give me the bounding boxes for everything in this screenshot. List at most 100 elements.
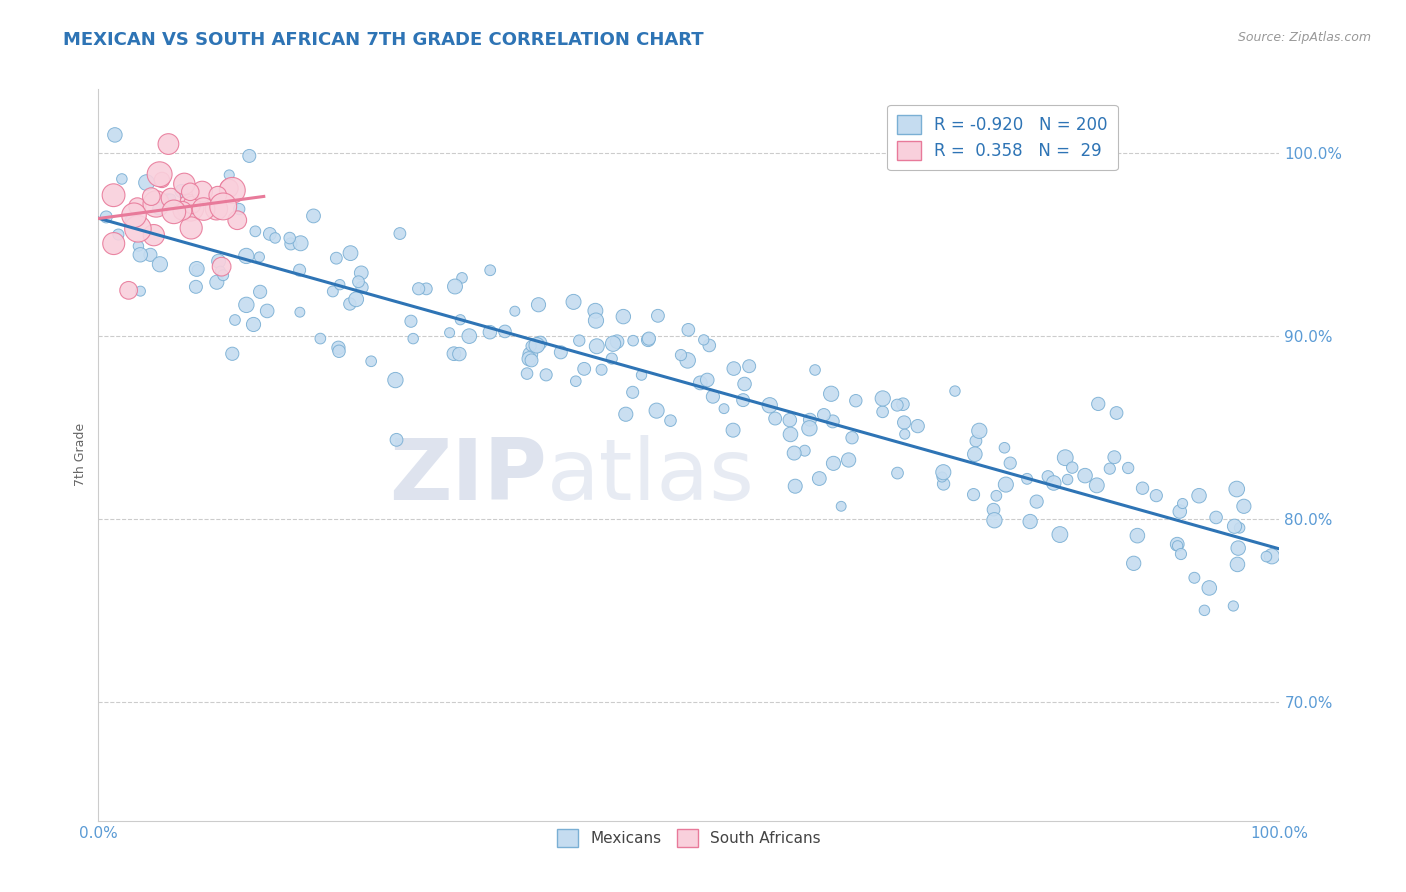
Point bbox=[1227, 541, 1250, 555]
Point bbox=[259, 227, 281, 241]
Point bbox=[659, 414, 682, 428]
Point bbox=[1017, 472, 1039, 486]
Point bbox=[591, 363, 613, 377]
Point bbox=[519, 347, 541, 361]
Point bbox=[388, 227, 411, 241]
Point bbox=[678, 323, 700, 337]
Point bbox=[1132, 481, 1154, 495]
Y-axis label: 7th Grade: 7th Grade bbox=[75, 424, 87, 486]
Point bbox=[278, 231, 301, 245]
Point bbox=[1105, 406, 1128, 420]
Point bbox=[872, 392, 894, 406]
Point bbox=[823, 456, 845, 470]
Point bbox=[280, 236, 302, 251]
Point bbox=[585, 313, 607, 327]
Point bbox=[385, 433, 408, 447]
Point bbox=[994, 477, 1017, 491]
Point bbox=[344, 293, 367, 307]
Point bbox=[713, 401, 735, 416]
Point bbox=[221, 183, 243, 197]
Point bbox=[1167, 539, 1189, 553]
Point bbox=[572, 362, 595, 376]
Point bbox=[1166, 537, 1188, 551]
Point bbox=[779, 427, 801, 442]
Point bbox=[886, 466, 908, 480]
Point bbox=[408, 282, 430, 296]
Point bbox=[998, 456, 1021, 470]
Point bbox=[838, 453, 860, 467]
Point bbox=[758, 398, 780, 412]
Point bbox=[247, 250, 270, 264]
Point bbox=[238, 149, 260, 163]
Point bbox=[478, 325, 501, 339]
Point bbox=[1205, 510, 1227, 524]
Point bbox=[1062, 460, 1084, 475]
Point bbox=[1229, 521, 1251, 535]
Point bbox=[177, 203, 200, 218]
Point bbox=[179, 185, 201, 199]
Point bbox=[721, 423, 744, 437]
Point bbox=[526, 340, 548, 354]
Point bbox=[104, 128, 127, 142]
Point bbox=[458, 329, 481, 343]
Point bbox=[205, 202, 228, 216]
Point bbox=[328, 344, 350, 359]
Point bbox=[845, 393, 868, 408]
Point bbox=[534, 368, 557, 382]
Point bbox=[207, 188, 229, 202]
Point bbox=[565, 374, 588, 388]
Point bbox=[1054, 450, 1077, 465]
Point bbox=[568, 334, 591, 348]
Point bbox=[205, 275, 228, 289]
Point bbox=[121, 213, 143, 227]
Point bbox=[693, 333, 716, 347]
Point bbox=[339, 297, 361, 311]
Point bbox=[1025, 494, 1047, 508]
Point bbox=[186, 263, 208, 277]
Point bbox=[932, 465, 955, 479]
Point bbox=[527, 298, 550, 312]
Point bbox=[328, 341, 350, 355]
Point bbox=[841, 431, 863, 445]
Point bbox=[630, 368, 652, 383]
Point bbox=[309, 332, 332, 346]
Point bbox=[402, 332, 425, 346]
Point bbox=[1122, 557, 1144, 571]
Point bbox=[290, 236, 312, 251]
Point bbox=[965, 434, 987, 448]
Point bbox=[931, 470, 953, 484]
Point bbox=[830, 500, 852, 514]
Point bbox=[696, 373, 718, 387]
Point bbox=[96, 210, 118, 224]
Point bbox=[1261, 549, 1284, 564]
Point bbox=[1233, 500, 1256, 514]
Text: ZIP: ZIP bbox=[389, 435, 547, 518]
Point bbox=[1198, 581, 1220, 595]
Point bbox=[886, 398, 908, 412]
Point bbox=[249, 285, 271, 299]
Point bbox=[172, 203, 194, 218]
Point bbox=[612, 310, 634, 324]
Point bbox=[1085, 478, 1108, 492]
Point bbox=[399, 314, 422, 328]
Point bbox=[350, 280, 373, 294]
Point bbox=[218, 181, 240, 195]
Point bbox=[516, 367, 538, 381]
Text: Source: ZipAtlas.com: Source: ZipAtlas.com bbox=[1237, 31, 1371, 45]
Point bbox=[583, 303, 606, 318]
Point bbox=[820, 386, 842, 401]
Point bbox=[697, 338, 720, 352]
Point bbox=[562, 294, 585, 309]
Point bbox=[813, 408, 835, 422]
Point bbox=[793, 443, 815, 458]
Point bbox=[637, 333, 659, 347]
Point bbox=[1182, 571, 1205, 585]
Point bbox=[242, 318, 264, 332]
Point bbox=[235, 249, 257, 263]
Point bbox=[127, 239, 149, 253]
Point bbox=[142, 228, 165, 243]
Point bbox=[1188, 489, 1211, 503]
Point bbox=[180, 221, 202, 235]
Point bbox=[983, 513, 1005, 527]
Point bbox=[1226, 482, 1249, 496]
